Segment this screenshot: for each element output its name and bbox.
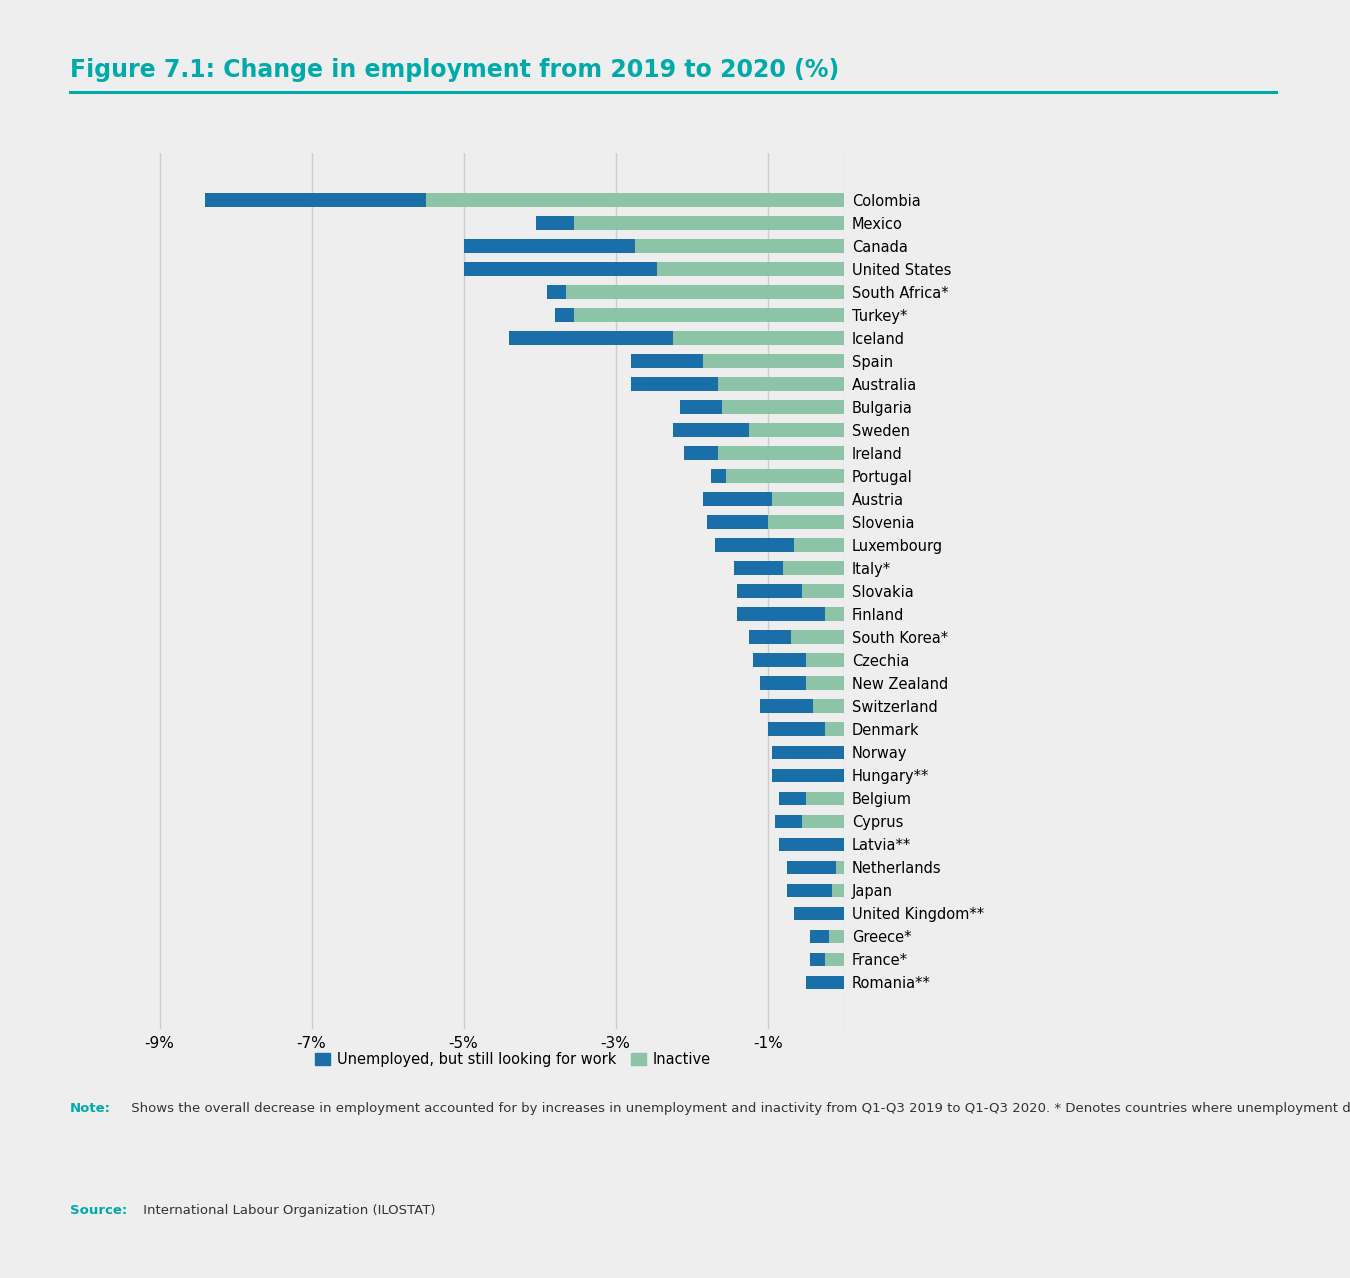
Bar (813, 699, 844, 713)
Bar (566, 285, 844, 299)
Bar (684, 446, 718, 460)
Bar (718, 446, 844, 460)
Bar (630, 377, 718, 391)
Bar (825, 607, 844, 621)
Bar (710, 469, 726, 483)
Legend: Unemployed, but still looking for work, Inactive: Unemployed, but still looking for work, … (309, 1045, 717, 1072)
Bar (833, 883, 844, 897)
Bar (749, 630, 791, 644)
Bar (703, 492, 772, 506)
Bar (787, 883, 833, 897)
Bar (752, 653, 806, 667)
Bar (703, 354, 844, 368)
Bar (779, 837, 844, 851)
Bar (836, 860, 844, 874)
Bar (536, 216, 574, 230)
Bar (760, 676, 806, 690)
Text: Shows the overall decrease in employment accounted for by increases in unemploym: Shows the overall decrease in employment… (127, 1102, 1350, 1114)
Bar (775, 814, 802, 828)
Bar (714, 538, 794, 552)
Bar (722, 400, 844, 414)
Bar (825, 722, 844, 736)
Bar (806, 676, 844, 690)
Bar (768, 722, 825, 736)
Bar (574, 308, 844, 322)
Bar (806, 653, 844, 667)
Bar (787, 860, 836, 874)
Bar (463, 262, 657, 276)
Bar (672, 423, 749, 437)
Bar (707, 515, 768, 529)
Bar (794, 538, 844, 552)
Bar (425, 193, 844, 207)
Bar (718, 377, 844, 391)
Bar (574, 216, 844, 230)
Bar (806, 791, 844, 805)
Bar (657, 262, 844, 276)
Bar (783, 561, 844, 575)
Bar (772, 745, 844, 759)
Bar (772, 492, 844, 506)
Bar (547, 285, 566, 299)
Text: Source:: Source: (70, 1204, 127, 1217)
Bar (726, 469, 844, 483)
Bar (672, 331, 844, 345)
Bar (825, 952, 844, 966)
Bar (760, 699, 813, 713)
Bar (733, 561, 783, 575)
Bar (802, 814, 844, 828)
Bar (680, 400, 722, 414)
Bar (634, 239, 844, 253)
Bar (806, 975, 844, 989)
Bar (630, 354, 703, 368)
Bar (737, 607, 825, 621)
Bar (810, 952, 825, 966)
Bar (737, 584, 802, 598)
Bar (555, 308, 574, 322)
Bar (829, 929, 844, 943)
Bar (810, 929, 829, 943)
Bar (791, 630, 844, 644)
Bar (768, 515, 844, 529)
Bar (463, 239, 634, 253)
Text: International Labour Organization (ILOSTAT): International Labour Organization (ILOST… (139, 1204, 436, 1217)
Bar (749, 423, 844, 437)
Bar (772, 768, 844, 782)
Bar (802, 584, 844, 598)
Bar (779, 791, 806, 805)
Text: Figure 7.1: Change in employment from 2019 to 2020 (%): Figure 7.1: Change in employment from 20… (70, 58, 840, 82)
Bar (509, 331, 672, 345)
Text: Note:: Note: (70, 1102, 111, 1114)
Bar (794, 906, 844, 920)
Bar (205, 193, 425, 207)
